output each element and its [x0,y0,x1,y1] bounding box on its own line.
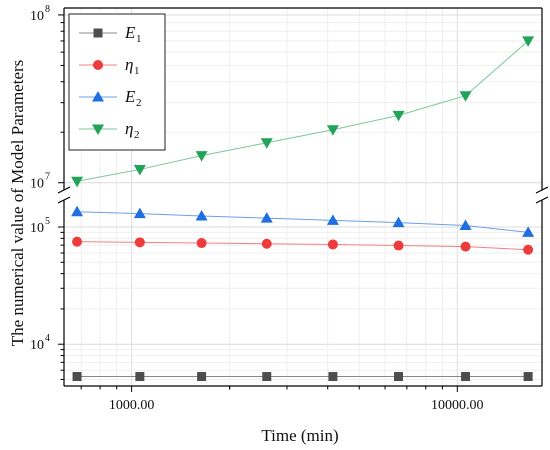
data-point [522,36,535,47]
series-4 [71,36,535,188]
series-line [76,40,529,182]
series-layer [71,36,535,382]
axis-break-gap [57,190,71,200]
legend-label-subscript: 2 [136,97,142,109]
axis-break-mark [57,186,71,194]
legend-marker [93,60,103,70]
legend-label: E [124,23,136,42]
series-line [77,241,529,251]
data-point [133,207,146,219]
data-point [459,219,472,231]
legend-label: η [125,119,133,138]
y-axis-label: The numerical value of Model Parameters [8,60,27,347]
y-tick-label: 10 [30,177,44,192]
x-tick-label: 1000.00 [109,398,155,413]
legend-label: η [125,55,133,74]
data-point [392,110,405,122]
x-axis-label: Time (min) [261,426,338,445]
legend-label-subscript: 1 [136,33,142,45]
legend-box [68,13,166,151]
data-point [135,372,145,382]
series-2 [72,236,534,255]
y-tick-exponent: 4 [45,333,50,344]
data-point [326,125,339,136]
data-point [262,372,272,382]
series-1 [72,372,533,382]
data-point [522,226,535,237]
y-tick-label: 10 [30,221,44,236]
data-point [394,372,404,382]
legend: E 1η 1E 2η 2 [68,13,166,151]
legend-marker [93,28,103,38]
y-tick-exponent: 8 [45,4,50,15]
axis-break-mark [535,186,549,194]
data-point [523,244,534,255]
data-point [326,214,339,225]
data-point [460,241,471,252]
data-point [71,205,84,217]
data-point [461,372,471,382]
y-tick-label: 10 [30,9,44,24]
legend-marker [92,91,104,102]
data-point [260,138,273,149]
legend-label-subscript: 1 [134,65,140,77]
axis-break-mark [57,196,71,204]
data-point [393,240,404,251]
data-point [197,372,207,382]
data-point [260,212,273,223]
y-tick-label: 10 [30,338,44,353]
data-point [261,238,272,249]
x-tick-label: 10000.00 [431,398,484,413]
data-point [459,91,472,102]
data-point [195,210,208,221]
data-point [523,372,533,382]
series-line [77,211,529,233]
data-point [195,151,208,162]
data-point [328,372,338,382]
data-point [72,236,83,247]
y-tick-exponent: 7 [45,172,50,183]
data-point [133,164,146,176]
data-point [392,216,405,228]
data-point [196,238,207,249]
data-point [71,176,84,188]
legend-label: E [124,87,136,106]
axis-break-mark [535,196,549,204]
series-3 [71,205,535,237]
data-point [72,372,82,382]
legend-marker [92,124,104,135]
axis-break-gap [535,190,549,200]
data-point [327,239,338,250]
legend-label-subscript: 2 [134,129,140,141]
y-tick-exponent: 5 [45,216,50,227]
data-point [134,237,145,248]
